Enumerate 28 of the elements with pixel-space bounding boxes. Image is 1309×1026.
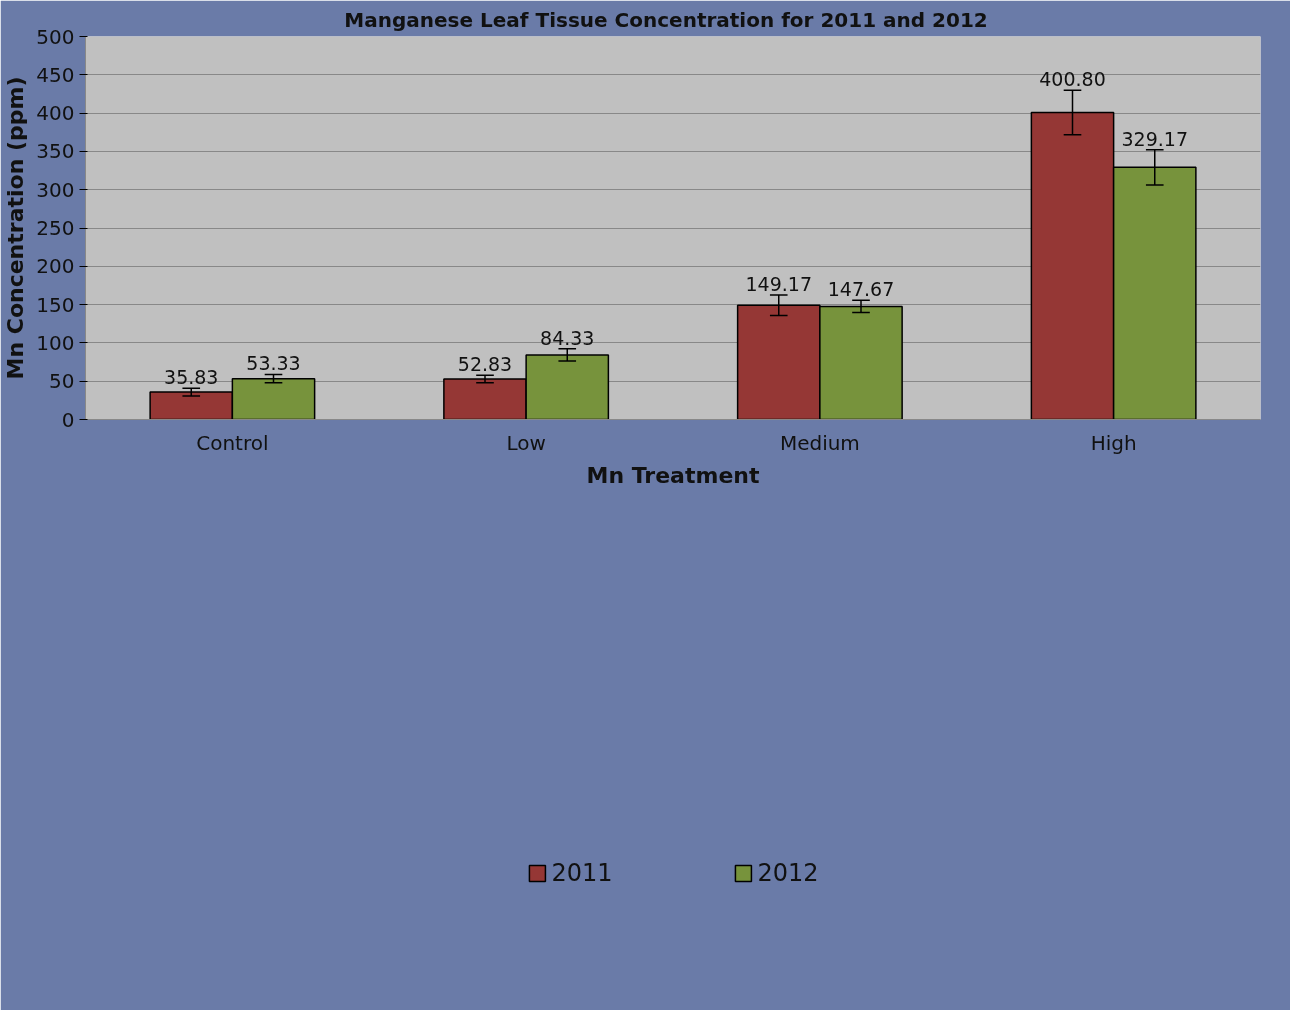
- y-tick-label: 150: [36, 292, 75, 317]
- x-tick-label: High: [1090, 430, 1137, 455]
- chart-title: Manganese Leaf Tissue Concentration for 2011 and 2012: [344, 7, 988, 32]
- data-label: 400.80: [1039, 68, 1106, 91]
- data-label: 84.33: [540, 326, 595, 349]
- y-tick-label: 450: [36, 62, 75, 87]
- y-tick-label: 100: [36, 330, 75, 355]
- y-tick-label: 500: [36, 24, 75, 49]
- y-tick-label: 0: [61, 407, 75, 432]
- y-tick-label: 250: [36, 216, 75, 240]
- y-tick-label: 200: [36, 254, 75, 279]
- x-tick-label: Medium: [779, 430, 860, 455]
- legend-label: 2011: [551, 859, 613, 887]
- data-label: 35.83: [164, 366, 219, 389]
- y-axis-title: Mn Concentration (ppm): [3, 76, 29, 380]
- y-tick-label: 50: [49, 369, 75, 394]
- x-axis-title: Mn Treatment: [586, 462, 760, 488]
- data-label: 52.83: [457, 353, 513, 376]
- legend-label: 2012: [757, 859, 819, 887]
- x-tick-label: Control: [196, 430, 269, 455]
- data-label: 53.33: [246, 352, 301, 375]
- data-label: 147.67: [827, 278, 895, 301]
- y-tick-label: 300: [36, 177, 75, 202]
- data-label: 149.17: [745, 272, 812, 295]
- y-tick-label: 350: [36, 139, 75, 164]
- x-tick-label: Low: [506, 430, 546, 455]
- data-label: 329.17: [1121, 127, 1188, 150]
- y-tick-label: 400: [36, 101, 75, 126]
